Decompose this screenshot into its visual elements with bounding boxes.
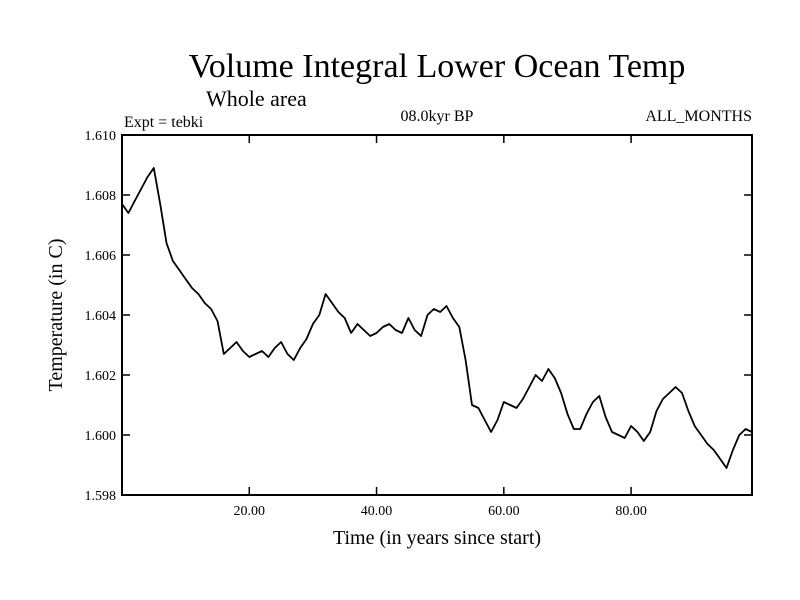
y-tick-label: 1.598 — [85, 489, 117, 504]
x-tick-label: 40.00 — [361, 504, 393, 519]
y-tick-label: 1.610 — [85, 129, 117, 144]
series-line — [121, 167, 753, 469]
experiment-label: Expt = tebki — [124, 114, 204, 131]
y-tick-label: 1.600 — [85, 429, 117, 444]
y-tick-label: 1.608 — [85, 189, 117, 204]
x-axis-label: Time (in years since start) — [333, 527, 541, 549]
months-label: ALL_MONTHS — [645, 108, 752, 125]
plot-frame — [121, 134, 753, 496]
y-axis-label: Temperature (in C) — [45, 239, 67, 392]
y-tick-label: 1.604 — [85, 309, 117, 324]
chart-subtitle: Whole area — [206, 86, 307, 111]
series-group — [121, 167, 753, 469]
x-tick-label: 80.00 — [615, 504, 647, 519]
x-tick-label: 60.00 — [488, 504, 520, 519]
y-tick-label: 1.606 — [85, 249, 117, 264]
y-tick-label: 1.602 — [85, 369, 117, 384]
x-tick-label: 20.00 — [234, 504, 266, 519]
chart-title: Volume Integral Lower Ocean Temp — [189, 48, 686, 85]
x-axis-ticks: 20.00 40.00 60.00 80.00 — [234, 135, 647, 519]
y-axis-ticks: 1.598 1.600 1.602 1.604 1.606 1.608 1.610 — [85, 129, 752, 504]
plot-area: 20.00 40.00 60.00 80.00 1.598 1.600 1.602 1.60… — [85, 129, 753, 519]
period-label: 08.0kyr BP — [401, 108, 474, 125]
